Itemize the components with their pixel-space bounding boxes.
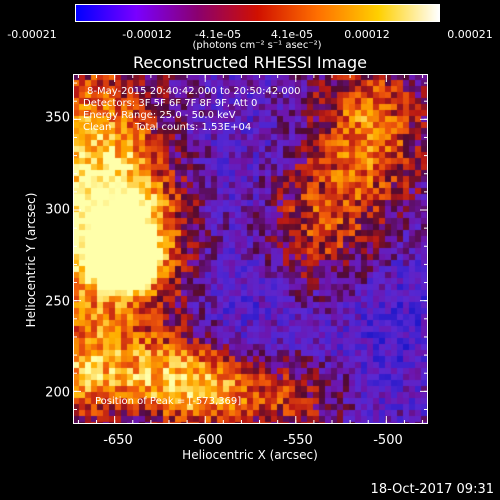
x-tick-label: -500 [373, 433, 403, 448]
plot-area: 8-May-2015 20:40:42.000 to 20:50:42.000 … [73, 74, 428, 424]
colorbar-tick-label: -0.00012 [122, 28, 172, 41]
x-tick-label: -600 [193, 433, 223, 448]
plot-frame [73, 74, 428, 424]
plot-border [73, 74, 428, 424]
footer-date: 18-Oct-2017 09:31 [370, 482, 494, 497]
colorbar-tick-label: -4.1e-05 [194, 28, 242, 41]
x-axis-label: Heliocentric X (arcsec) [182, 448, 318, 462]
y-tick-label: 200 [45, 385, 70, 401]
colorbar-unit-label: (photons cm⁻² s⁻¹ asec⁻²) [192, 40, 322, 51]
colorbar-tick-label: 0.00012 [344, 28, 390, 41]
y-tick-label: 300 [45, 202, 70, 218]
time-range-label: 8-May-2015 20:40:42.000 to 20:50:42.000 [87, 86, 301, 97]
method-label: Clean [83, 122, 112, 133]
colorbar-tick-label: -0.00021 [7, 28, 57, 41]
heatmap-image [73, 74, 428, 424]
x-tick-label: -550 [283, 433, 313, 448]
energy-range-label: Energy Range: 25.0 - 50.0 keV [83, 110, 236, 121]
peak-position-label: Position of Peak = [-573,369] [95, 396, 242, 407]
colorbar-tick-label: 4.1e-05 [270, 28, 314, 41]
detectors-label: Detectors: 3F 5F 6F 7F 8F 9F, Att 0 [83, 98, 258, 109]
x-tick-label: -650 [103, 433, 133, 448]
y-axis-label: Heliocentric Y (arcsec) [24, 192, 38, 328]
total-counts-label: Total counts: 1.53E+04 [135, 122, 252, 133]
y-tick-label: 350 [45, 110, 70, 126]
chart-title: Reconstructed RHESSI Image [133, 53, 367, 72]
colorbar [75, 4, 440, 22]
colorbar-tick-label: 0.00021 [447, 28, 493, 41]
y-tick-label: 250 [45, 294, 70, 310]
